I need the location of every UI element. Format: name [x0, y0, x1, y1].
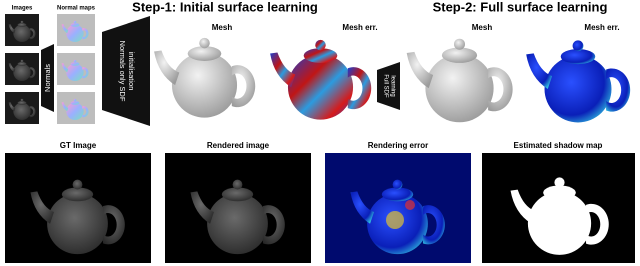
step2-arrow-label: learning — [389, 75, 395, 96]
input-images — [5, 14, 39, 124]
error-spot — [405, 200, 415, 210]
normal-maps-label: Normal maps — [57, 6, 96, 12]
error-spot — [386, 211, 404, 229]
normal-maps — [57, 14, 95, 124]
panel-label: GT Image — [60, 141, 97, 150]
step1-title: Step-1: Initial surface learning — [132, 0, 318, 14]
panel-label: Rendered image — [207, 141, 270, 150]
arrow-block — [41, 44, 54, 112]
step2-title: Step-2: Full surface learning — [433, 0, 608, 14]
mesh-label: Mesh — [472, 23, 493, 32]
mesh-error-render — [526, 40, 631, 123]
images-label: Images — [12, 6, 33, 12]
arrow-block — [377, 62, 400, 110]
panel-label: Rendering error — [368, 141, 428, 150]
step1-arrow-label: Normals only SDF — [118, 41, 127, 102]
arrow-block — [102, 16, 150, 126]
panel-label: Estimated shadow map — [514, 141, 603, 150]
mesh-render — [154, 37, 256, 118]
step2-arrow-label: Full SDF — [382, 74, 388, 98]
mesh-err-label: Mesh err. — [342, 23, 377, 32]
normals-arrow-label: Normals — [43, 64, 52, 92]
mesh-render — [406, 38, 513, 123]
step1-arrow-label: initialisation — [127, 52, 136, 91]
mesh-error-render — [270, 39, 372, 120]
mesh-err-label: Mesh err. — [584, 23, 619, 32]
mesh-label: Mesh — [212, 23, 233, 32]
